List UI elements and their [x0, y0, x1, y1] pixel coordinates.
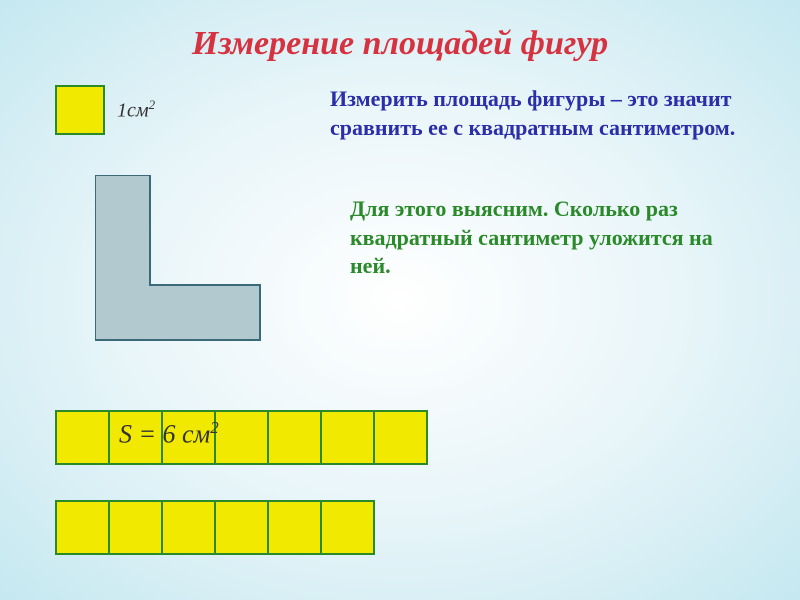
page-title: Измерение площадей фигур: [0, 0, 800, 63]
unit-square-row: 1см2: [55, 85, 155, 135]
formula-sup: 2: [210, 418, 218, 437]
unit-label-sup: 2: [149, 97, 156, 112]
grid-cell: [55, 500, 110, 555]
unit-label-base: 1см: [117, 100, 149, 122]
grid-cell: [108, 500, 163, 555]
squares-row-2: [55, 500, 375, 555]
explain-text: Для этого выясним. Сколько раз квадратны…: [350, 195, 730, 281]
unit-square: [55, 85, 105, 135]
grid-cell: [320, 410, 375, 465]
l-shape-figure: [95, 175, 265, 345]
grid-cell: [373, 410, 428, 465]
grid-cell: [320, 500, 375, 555]
grid-cell: [267, 500, 322, 555]
grid-cell: [55, 410, 110, 465]
grid-cell: [214, 500, 269, 555]
unit-label: 1см2: [117, 97, 155, 123]
definition-text: Измерить площадь фигуры – это значит сра…: [330, 85, 760, 142]
l-shape-polygon: [95, 175, 260, 340]
area-formula: S = 6 см2: [115, 418, 223, 450]
squares-row-1: [55, 410, 428, 465]
formula-base: S = 6 см: [119, 420, 210, 449]
grid-cell: [267, 410, 322, 465]
grid-cell: [161, 500, 216, 555]
